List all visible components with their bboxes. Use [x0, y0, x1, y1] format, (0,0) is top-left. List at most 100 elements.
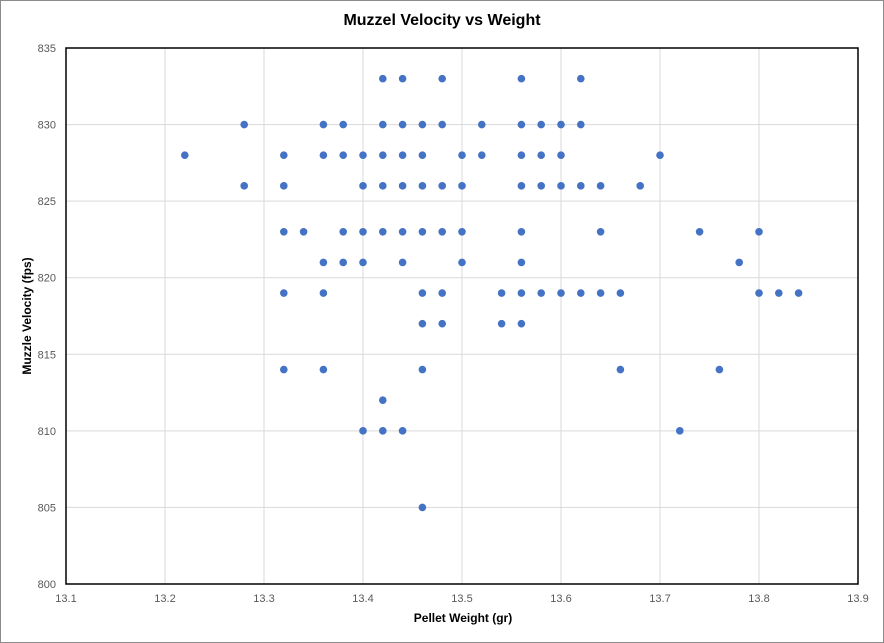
data-point [418, 151, 427, 159]
data-point [299, 227, 308, 236]
data-point [616, 365, 625, 374]
data-point [418, 289, 427, 297]
data-point [359, 151, 367, 159]
data-point [537, 182, 545, 190]
data-point [497, 319, 506, 328]
data-point [379, 151, 387, 159]
data-point [418, 227, 427, 236]
data-point [379, 74, 387, 83]
data-point [379, 120, 387, 129]
data-point [517, 289, 526, 297]
data-point [280, 289, 288, 297]
y-tick-label: 800 [38, 579, 56, 591]
data-point [577, 74, 585, 83]
x-tick-label: 13.4 [352, 593, 373, 605]
data-point [240, 120, 248, 129]
data-point [676, 427, 684, 435]
data-point [537, 289, 545, 297]
data-point [398, 427, 407, 435]
data-point [438, 289, 447, 297]
data-point [359, 182, 367, 190]
data-point [458, 258, 466, 267]
data-point [359, 427, 367, 435]
data-point [438, 182, 447, 190]
data-point [379, 427, 387, 435]
data-point [517, 319, 526, 328]
y-axis-title: Muzzle Velocity (fps) [20, 257, 34, 375]
data-point [438, 319, 447, 328]
data-point [280, 182, 288, 190]
data-point [379, 227, 387, 236]
data-point [418, 503, 427, 512]
data-point [418, 365, 427, 374]
data-point [517, 151, 526, 159]
x-tick-label: 13.3 [253, 593, 274, 605]
data-point [656, 151, 664, 159]
data-point [557, 151, 565, 159]
data-point [478, 151, 486, 159]
data-point [458, 182, 466, 190]
data-point [537, 151, 545, 159]
data-points [181, 74, 803, 512]
data-point [755, 227, 763, 236]
data-point [775, 289, 783, 297]
data-point [181, 151, 189, 159]
data-point [557, 182, 565, 190]
data-point [379, 182, 387, 190]
y-tick-label: 825 [38, 196, 56, 208]
x-axis-title: Pellet Weight (gr) [413, 611, 513, 625]
data-point [458, 151, 466, 159]
data-point [596, 227, 605, 236]
data-point [418, 182, 427, 190]
data-point [398, 151, 407, 159]
x-axis-tick-labels: 13.1 13.2 13.3 13.4 13.5 13.6 13.7 13.8 13.9 [55, 593, 868, 605]
data-point [577, 182, 585, 190]
data-point [577, 120, 585, 129]
data-point [636, 182, 644, 190]
data-point [497, 289, 506, 297]
x-tick-label: 13.7 [649, 593, 670, 605]
data-point [596, 289, 605, 297]
data-point [319, 258, 328, 267]
data-point [398, 182, 407, 190]
data-point [438, 227, 447, 236]
data-point [418, 319, 427, 328]
data-point [359, 227, 367, 236]
data-point [319, 120, 328, 129]
data-point [557, 289, 565, 297]
data-point [557, 120, 565, 129]
data-point [398, 227, 407, 236]
x-tick-label: 13.1 [55, 593, 76, 605]
data-point [359, 258, 367, 267]
data-point [537, 120, 545, 129]
data-point [280, 151, 288, 159]
x-tick-label: 13.9 [847, 593, 868, 605]
data-point [735, 258, 743, 267]
data-point [577, 289, 585, 297]
data-point [695, 227, 704, 236]
x-tick-label: 13.6 [550, 593, 571, 605]
x-tick-label: 13.2 [154, 593, 175, 605]
data-point [715, 365, 724, 374]
data-point [339, 227, 348, 236]
y-tick-label: 810 [38, 426, 56, 438]
data-point [794, 289, 803, 297]
y-tick-label: 815 [38, 349, 56, 361]
data-point [398, 258, 407, 267]
data-point [280, 227, 288, 236]
data-point [398, 120, 407, 129]
data-point [478, 120, 486, 129]
data-point [458, 227, 466, 236]
data-point [517, 258, 526, 267]
data-point [339, 151, 348, 159]
y-tick-label: 830 [38, 120, 56, 132]
data-point [418, 120, 427, 129]
data-point [319, 151, 328, 159]
chart-title: Muzzel Velocity vs Weight [343, 12, 541, 29]
data-point [517, 182, 526, 190]
y-tick-label: 820 [38, 273, 56, 285]
data-point [240, 182, 248, 190]
gridlines [65, 47, 859, 585]
data-point [517, 227, 526, 236]
